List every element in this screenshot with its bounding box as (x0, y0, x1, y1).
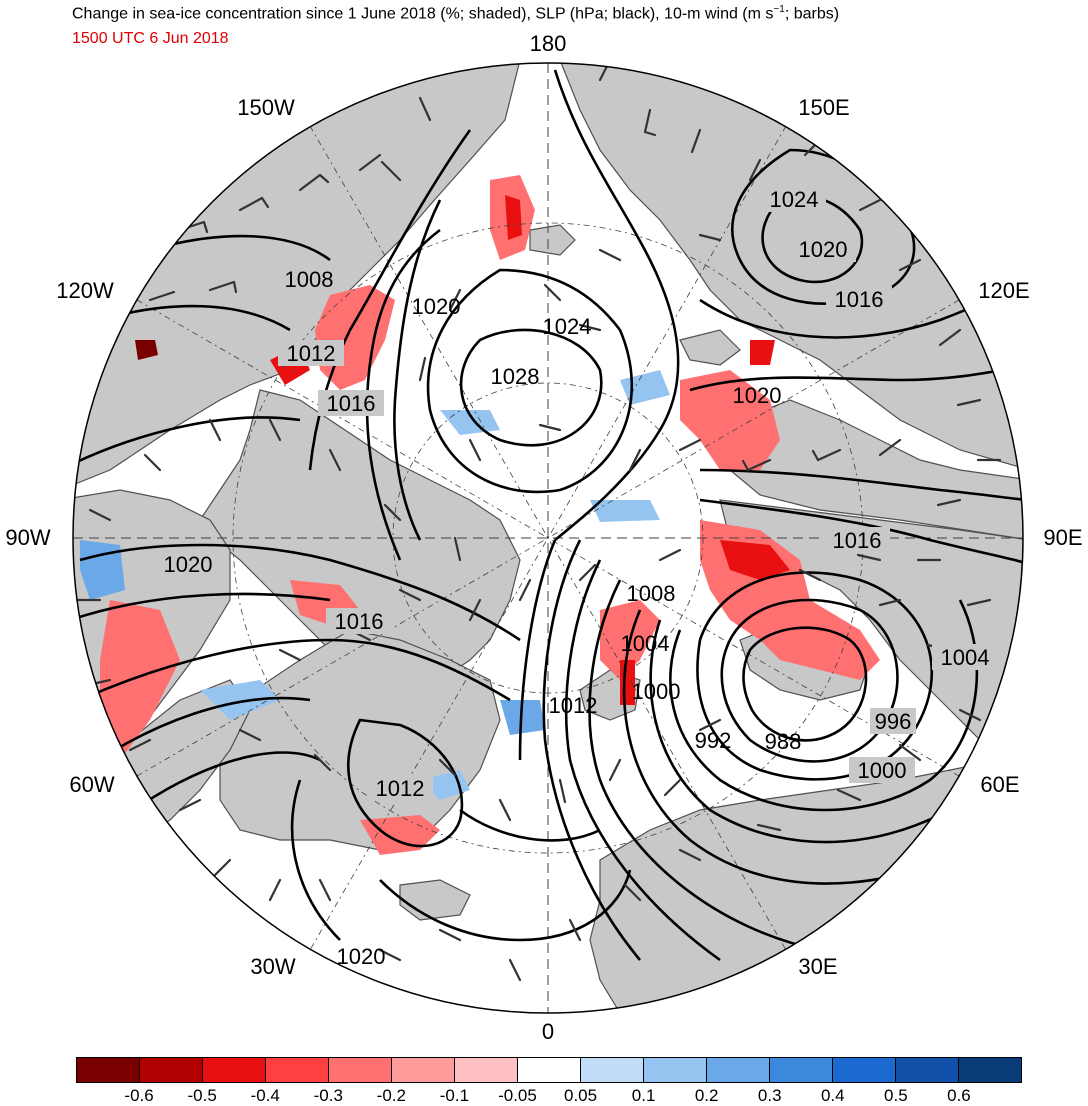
ice-change-patch (80, 540, 125, 600)
ice-change-patch (440, 410, 500, 435)
isobar-label: 1016 (335, 609, 384, 634)
slp-isobars (73, 69, 1023, 962)
ice-change-patch (720, 540, 790, 580)
colorbar-tick-label: -0.2 (376, 1086, 406, 1105)
colorbar-tick-label: -0.05 (498, 1086, 537, 1105)
isobar-label: 1020 (733, 383, 782, 408)
colorbar-swatch (896, 1058, 959, 1082)
map-boundary-circle (72, 62, 1024, 1014)
colorbar-swatch (770, 1058, 833, 1082)
longitude-label-120w: 120W (56, 278, 114, 303)
isobar-label: 1012 (549, 693, 598, 718)
isobar-label: 1008 (627, 581, 676, 606)
wrangel-island-land (529, 224, 576, 256)
isobar-label: 1004 (621, 631, 670, 656)
ice-change-patch (200, 680, 280, 720)
isobar-label: 992 (695, 728, 732, 753)
colorbar-tick-label: 0.5 (884, 1086, 908, 1105)
colorbar-swatch (203, 1058, 266, 1082)
isobar-label: 1020 (164, 552, 213, 577)
isobar-label: 1012 (287, 341, 336, 366)
isobar-label: 1024 (543, 314, 592, 339)
longitude-label-90e: 90E (1043, 525, 1083, 550)
longitude-label-150w: 150W (237, 95, 295, 120)
colorbar-tick-label: -0.6 (124, 1086, 154, 1105)
isobar-label: 1008 (285, 267, 334, 292)
colorbar-swatch (833, 1058, 896, 1082)
isobar-label: 1000 (632, 679, 681, 704)
isobar-label: 1020 (799, 237, 848, 262)
labrador-land (73, 818, 201, 1013)
colorbar-swatch (518, 1058, 581, 1082)
figure-title: Change in sea-ice concentration since 1 … (72, 4, 840, 23)
colorbar-tick-label: 0.1 (631, 1086, 656, 1105)
ice-change-patch (750, 340, 775, 365)
colorbar-tick-label: 0.3 (757, 1086, 782, 1105)
colorbar-swatch (959, 1058, 1021, 1082)
valid-time-label: 1500 UTC 6 Jun 2018 (72, 30, 229, 47)
ice-change-patch (135, 340, 158, 360)
colorbar-tick-label: -0.1 (439, 1086, 470, 1105)
ice-change-patch (500, 700, 545, 735)
isobar-label: 1020 (337, 944, 386, 969)
isobar-label: 1016 (835, 287, 884, 312)
colorbar-tick-label: 0.05 (563, 1086, 598, 1105)
isobar-label: 1020 (412, 294, 461, 319)
colorbar (76, 1057, 1022, 1083)
colorbar-swatch (140, 1058, 203, 1082)
isobar-label: 1024 (770, 187, 819, 212)
colorbar-tick-label: 0.4 (820, 1086, 845, 1105)
longitude-label-30w: 30W (250, 954, 296, 979)
isobar-label: 1000 (858, 758, 907, 783)
longitude-label-120e: 120E (978, 278, 1030, 303)
ice-change-patch (680, 370, 780, 470)
colorbar-swatch (329, 1058, 392, 1082)
longitude-label-180: 180 (529, 31, 567, 56)
colorbar-swatch (392, 1058, 455, 1082)
colorbar-tick-label: -0.3 (313, 1086, 343, 1105)
new-siberian-islands-land (679, 329, 741, 366)
colorbar-labels: -0.6 -0.5 -0.4 -0.3 -0.2 -0.1 -0.05 0.05 0.1 0.2 0… (76, 1086, 1022, 1106)
isobar-label: 1016 (833, 528, 882, 553)
colorbar-tick-label: 0.2 (694, 1086, 719, 1105)
longitude-label-0: 0 (541, 1019, 555, 1044)
colorbar-swatch (707, 1058, 770, 1082)
colorbar-tick-label: 0.6 (947, 1086, 971, 1105)
ice-change-patch (590, 500, 660, 522)
isobar-label: 996 (875, 709, 912, 734)
isobar-label: 1012 (376, 776, 425, 801)
colorbar-swatch (266, 1058, 329, 1082)
isobar-label: 1028 (491, 364, 540, 389)
colorbar-tick-label: -0.4 (250, 1086, 280, 1105)
colorbar-swatch (77, 1058, 140, 1082)
colorbar-swatch (455, 1058, 518, 1082)
longitude-label-90w: 90W (5, 525, 51, 550)
longitude-label-150e: 150E (798, 95, 850, 120)
longitude-label-30e: 30E (798, 954, 838, 979)
longitude-label-60e: 60E (980, 772, 1020, 797)
colorbar-swatch (581, 1058, 644, 1082)
colorbar-swatch (644, 1058, 707, 1082)
longitude-label-60w: 60W (69, 772, 115, 797)
isobar-label: 1004 (941, 645, 990, 670)
colorbar-tick-label: -0.5 (187, 1086, 217, 1105)
isobar-label: 1016 (327, 391, 376, 416)
isobar-label: 988 (765, 729, 802, 754)
ice-change-patch (505, 195, 522, 240)
ice-change-patch (100, 600, 180, 760)
